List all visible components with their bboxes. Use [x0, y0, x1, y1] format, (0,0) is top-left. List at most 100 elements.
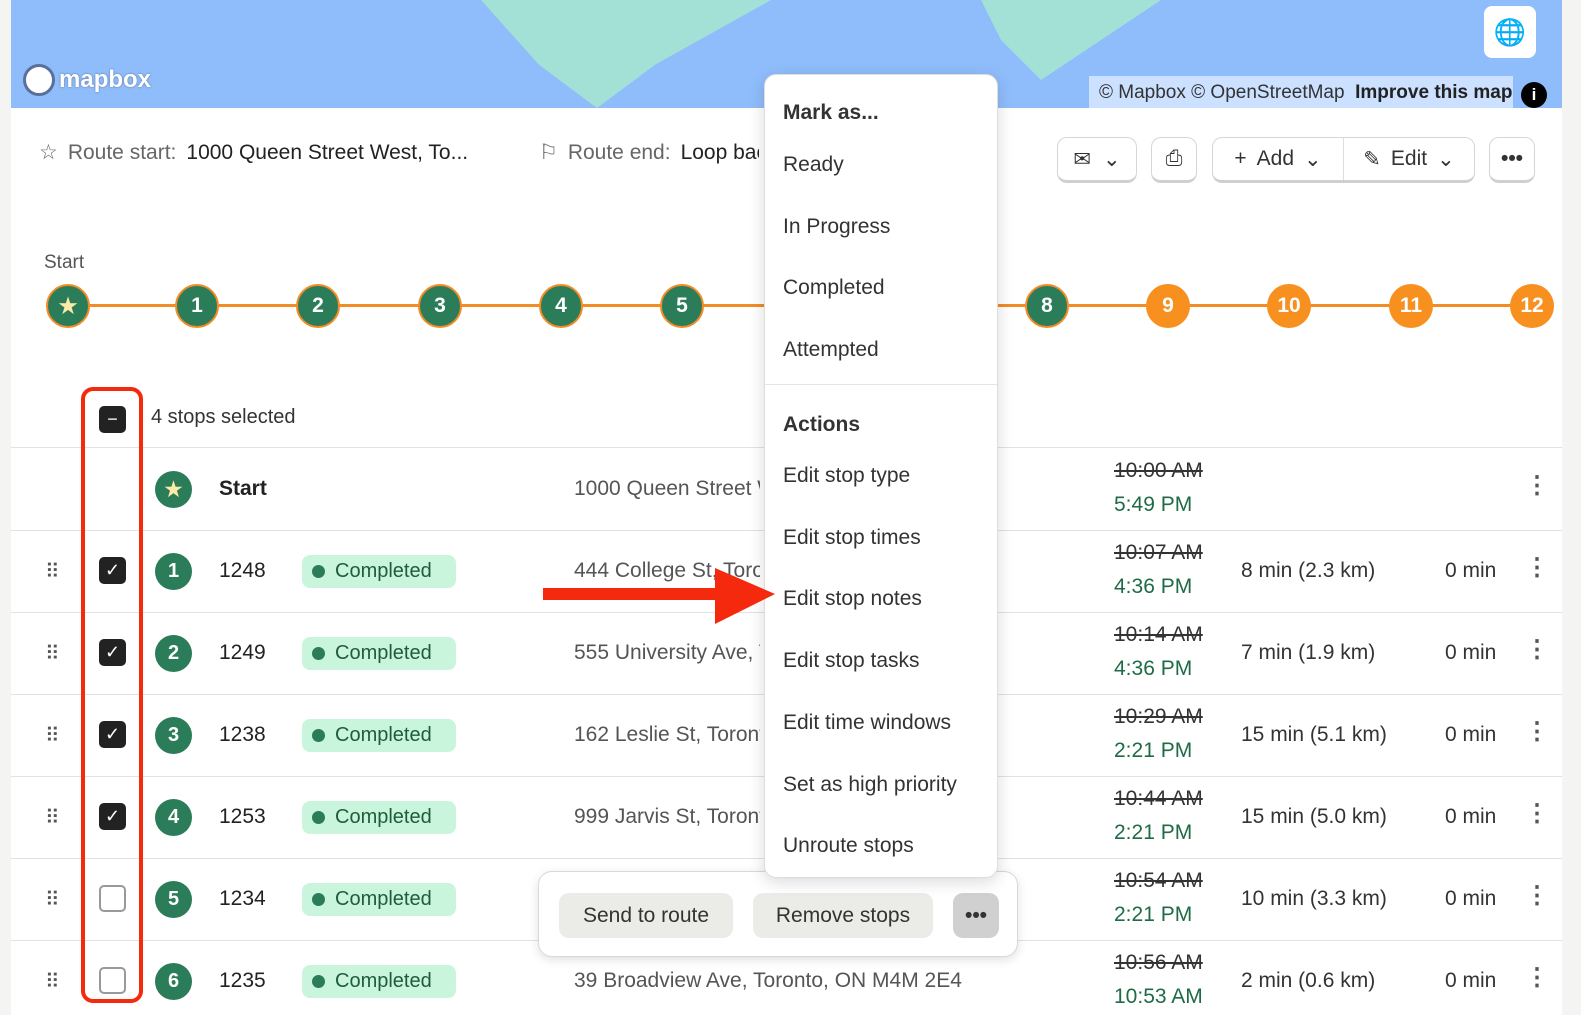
stop-number-badge: 6 — [155, 963, 192, 1000]
timeline-stop[interactable]: 2 — [296, 284, 340, 328]
star-icon: ☆ — [39, 141, 58, 164]
menu-item-action[interactable]: Edit stop notes — [783, 587, 922, 611]
timeline-stop[interactable]: 8 — [1025, 284, 1069, 328]
stop-address: 999 Jarvis St, Toronto — [574, 805, 760, 828]
drag-handle-icon[interactable]: ⠿ — [45, 643, 60, 665]
menu-item-action[interactable]: Set as high priority — [783, 772, 957, 796]
timeline-start-star-icon[interactable]: ★ — [46, 284, 90, 328]
drag-handle-icon[interactable]: ⠿ — [45, 807, 60, 829]
menu-item-mark[interactable]: Completed — [783, 276, 885, 299]
table-row[interactable]: ⠿ 6 1235 Completed 39 Broadview Ave, Toronto… — [11, 941, 1562, 1015]
map[interactable]: mapbox 🌐 © Mapbox © OpenStreetMap Improv… — [11, 0, 1562, 108]
menu-item-mark[interactable]: Attempted — [783, 337, 879, 361]
table-row[interactable]: ⠿ ✓ 3 1238 Completed 162 Leslie St, Toronto 10… — [11, 695, 1562, 777]
route-end[interactable]: ⚐Route end:Loop back to start — [539, 140, 759, 165]
timeline-stop[interactable]: 12 — [1510, 284, 1554, 328]
stop-id: 1253 — [219, 805, 266, 828]
menu-item-mark[interactable]: Ready — [783, 153, 844, 176]
row-checkbox[interactable] — [99, 967, 126, 994]
wait-time: 0 min — [1445, 559, 1497, 582]
route-start[interactable]: ☆ Route start: 1000 Queen Street West, To.… — [39, 140, 469, 165]
wait-time: 0 min — [1445, 723, 1497, 746]
planned-time: 10:07 AM — [1114, 541, 1203, 564]
menu-item-action[interactable]: Edit stop times — [783, 525, 921, 549]
stop-id: 1234 — [219, 887, 266, 910]
planned-time: 10:00 AM — [1114, 459, 1203, 482]
select-all-checkbox[interactable]: − — [99, 406, 126, 433]
mapbox-logo: mapbox — [23, 64, 151, 96]
plus-icon: + — [1234, 147, 1247, 170]
stop-address: 1000 Queen Street West, Toronto, ON M6J … — [574, 477, 760, 500]
menu-item-action[interactable]: Unroute stops — [783, 834, 914, 858]
table-row[interactable]: ⠿ 5 1234 Completed 10:54 AM 2:21 PM 10 min (3.… — [11, 859, 1562, 941]
stop-number-badge: 3 — [155, 717, 192, 754]
row-kebab-icon[interactable]: ⋮ — [1525, 636, 1549, 663]
timeline-stop[interactable]: 4 — [539, 284, 583, 328]
printer-icon: ⎙ — [1165, 147, 1183, 170]
timeline-stop[interactable]: 11 — [1389, 284, 1433, 328]
flag-icon: ⚐ — [539, 141, 558, 164]
actual-time: 10:53 AM — [1114, 985, 1203, 1008]
drive-distance: 8 min (2.3 km) — [1241, 559, 1376, 582]
row-kebab-icon[interactable]: ⋮ — [1525, 800, 1549, 827]
table-row[interactable]: ⠿ ✓ 2 1249 Completed 555 University Ave, Toro… — [11, 613, 1562, 695]
row-kebab-icon[interactable]: ⋮ — [1525, 554, 1549, 581]
row-kebab-icon[interactable]: ⋮ — [1525, 964, 1549, 991]
timeline-stop[interactable]: 3 — [418, 284, 462, 328]
table-row[interactable]: ★ Start 1000 Queen Street West, Toronto, O… — [11, 449, 1562, 531]
start-star-icon: ★ — [155, 471, 192, 508]
timeline-start-label: Start — [44, 252, 85, 273]
globe-button[interactable]: 🌐 — [1484, 6, 1536, 58]
drag-handle-icon[interactable]: ⠿ — [45, 561, 60, 583]
planned-time: 10:44 AM — [1114, 787, 1203, 810]
planned-time: 10:29 AM — [1114, 705, 1203, 728]
annotation-arrow — [543, 568, 775, 624]
menu-item-action[interactable]: Edit stop tasks — [783, 649, 920, 673]
more-options-button[interactable]: ••• — [1489, 137, 1535, 183]
send-to-route-button[interactable]: Send to route — [559, 893, 733, 938]
menu-item-action[interactable]: Edit stop type — [783, 464, 911, 487]
drag-handle-icon[interactable]: ⠿ — [45, 725, 60, 747]
drive-distance: 7 min (1.9 km) — [1241, 641, 1376, 664]
status-badge: Completed — [302, 637, 456, 670]
info-icon[interactable]: i — [1521, 82, 1547, 108]
drive-distance: 10 min (3.3 km) — [1241, 887, 1387, 910]
annotation-highlight-box — [81, 387, 143, 1003]
wait-time: 0 min — [1445, 969, 1497, 992]
timeline-stop[interactable]: 10 — [1267, 284, 1311, 328]
drag-handle-icon[interactable]: ⠿ — [45, 889, 60, 911]
row-checkbox[interactable]: ✓ — [99, 557, 126, 584]
stop-address: 555 University Ave, Toronto 8 — [574, 641, 760, 664]
row-checkbox[interactable]: ✓ — [99, 639, 126, 666]
timeline-stop[interactable]: 9 — [1146, 284, 1190, 328]
row-checkbox[interactable] — [99, 885, 126, 912]
menu-item-action[interactable]: Edit time windows — [783, 710, 952, 734]
status-badge: Completed — [302, 965, 456, 998]
timeline-stop[interactable]: 1 — [175, 284, 219, 328]
drag-handle-icon[interactable]: ⠿ — [45, 971, 60, 993]
stop-id: 1235 — [219, 969, 266, 992]
remove-stops-button[interactable]: Remove stops — [753, 893, 933, 938]
email-dropdown-button[interactable]: ✉ ⌄ — [1057, 137, 1137, 183]
more-actions-button[interactable]: ••• — [953, 893, 999, 938]
print-button[interactable]: ⎙ — [1151, 137, 1197, 183]
table-row[interactable]: ⠿ ✓ 4 1253 Completed 999 Jarvis St, Toronto 10… — [11, 777, 1562, 859]
wait-time: 0 min — [1445, 641, 1497, 664]
actual-time: 5:49 PM — [1114, 493, 1193, 516]
stop-number-badge: 4 — [155, 799, 192, 836]
timeline-stop[interactable]: 5 — [660, 284, 704, 328]
actual-time: 2:21 PM — [1114, 903, 1193, 926]
table-row[interactable]: ⠿ ✓ 1 1248 Completed 444 College St, Toronto 1… — [11, 531, 1562, 613]
row-kebab-icon[interactable]: ⋮ — [1525, 472, 1549, 499]
menu-item-mark[interactable]: In Progress — [783, 214, 891, 238]
stop-number-badge: 1 — [155, 553, 192, 590]
planned-time: 10:14 AM — [1114, 623, 1203, 646]
add-button[interactable]: + Add ⌄ — [1213, 138, 1344, 180]
stop-number-badge: 5 — [155, 881, 192, 918]
row-checkbox[interactable]: ✓ — [99, 803, 126, 830]
edit-button[interactable]: ✎ Edit ⌄ — [1363, 147, 1455, 171]
row-checkbox[interactable]: ✓ — [99, 721, 126, 748]
improve-map-link[interactable]: Improve this map — [1355, 82, 1513, 103]
row-kebab-icon[interactable]: ⋮ — [1525, 718, 1549, 745]
row-kebab-icon[interactable]: ⋮ — [1525, 882, 1549, 909]
